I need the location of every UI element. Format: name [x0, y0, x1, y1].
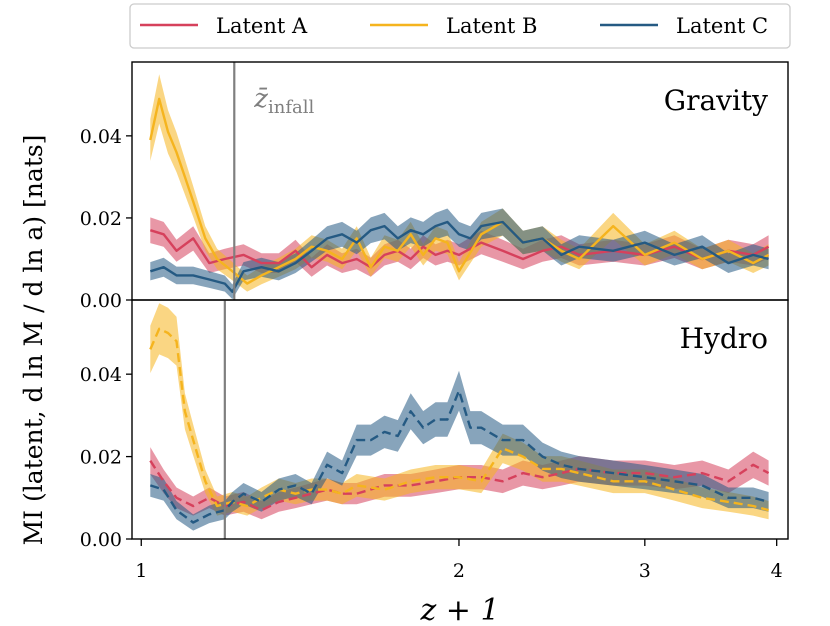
y-tick-label: 0.00 [80, 290, 122, 312]
infall-label: z̄infall [253, 84, 314, 118]
x-tick-label: 2 [453, 560, 465, 582]
series-line-latent-c [149, 389, 769, 524]
panels: z̄infall Gravity 0.00 0.02 0.04 Hydro 0.00 0.02… [80, 61, 789, 551]
x-tick-label: 3 [639, 560, 651, 582]
series-line-latent-c [149, 220, 769, 293]
panel-data [149, 303, 770, 531]
legend-label-latent-a: Latent A [216, 14, 308, 38]
legend: Latent A Latent B Latent C [129, 3, 791, 49]
legend-frame [129, 3, 791, 49]
panel-gravity: z̄infall Gravity 0.00 0.02 0.04 [80, 61, 789, 312]
panel-label: Gravity [664, 84, 768, 117]
legend-label-latent-b: Latent B [446, 14, 537, 38]
y-tick-label: 0.00 [80, 529, 122, 551]
panel-frame [131, 299, 789, 540]
series-band-latent-b [150, 74, 769, 292]
x-axis: 1 2 3 4 [135, 539, 783, 582]
x-tick-label: 1 [135, 560, 147, 582]
y-tick-label: 0.02 [80, 208, 122, 230]
y-tick-label: 0.04 [80, 364, 122, 386]
y-tick-label: 0.04 [80, 126, 122, 148]
y-tick-label: 0.02 [80, 447, 122, 469]
x-axis-label: z + 1 [419, 593, 499, 626]
panel-label: Hydro [680, 322, 768, 355]
series-line-latent-b [149, 327, 769, 512]
y-axis-label: MI (latent, d ln M / d ln a) [nats] [19, 135, 48, 546]
x-tick-label: 4 [771, 560, 783, 582]
panel-data [149, 74, 770, 300]
series-line-latent-b [149, 97, 770, 285]
panel-hydro: Hydro 0.00 0.02 0.04 [80, 299, 789, 551]
series-line-latent-a [149, 229, 770, 269]
legend-label-latent-c: Latent C [676, 14, 768, 38]
